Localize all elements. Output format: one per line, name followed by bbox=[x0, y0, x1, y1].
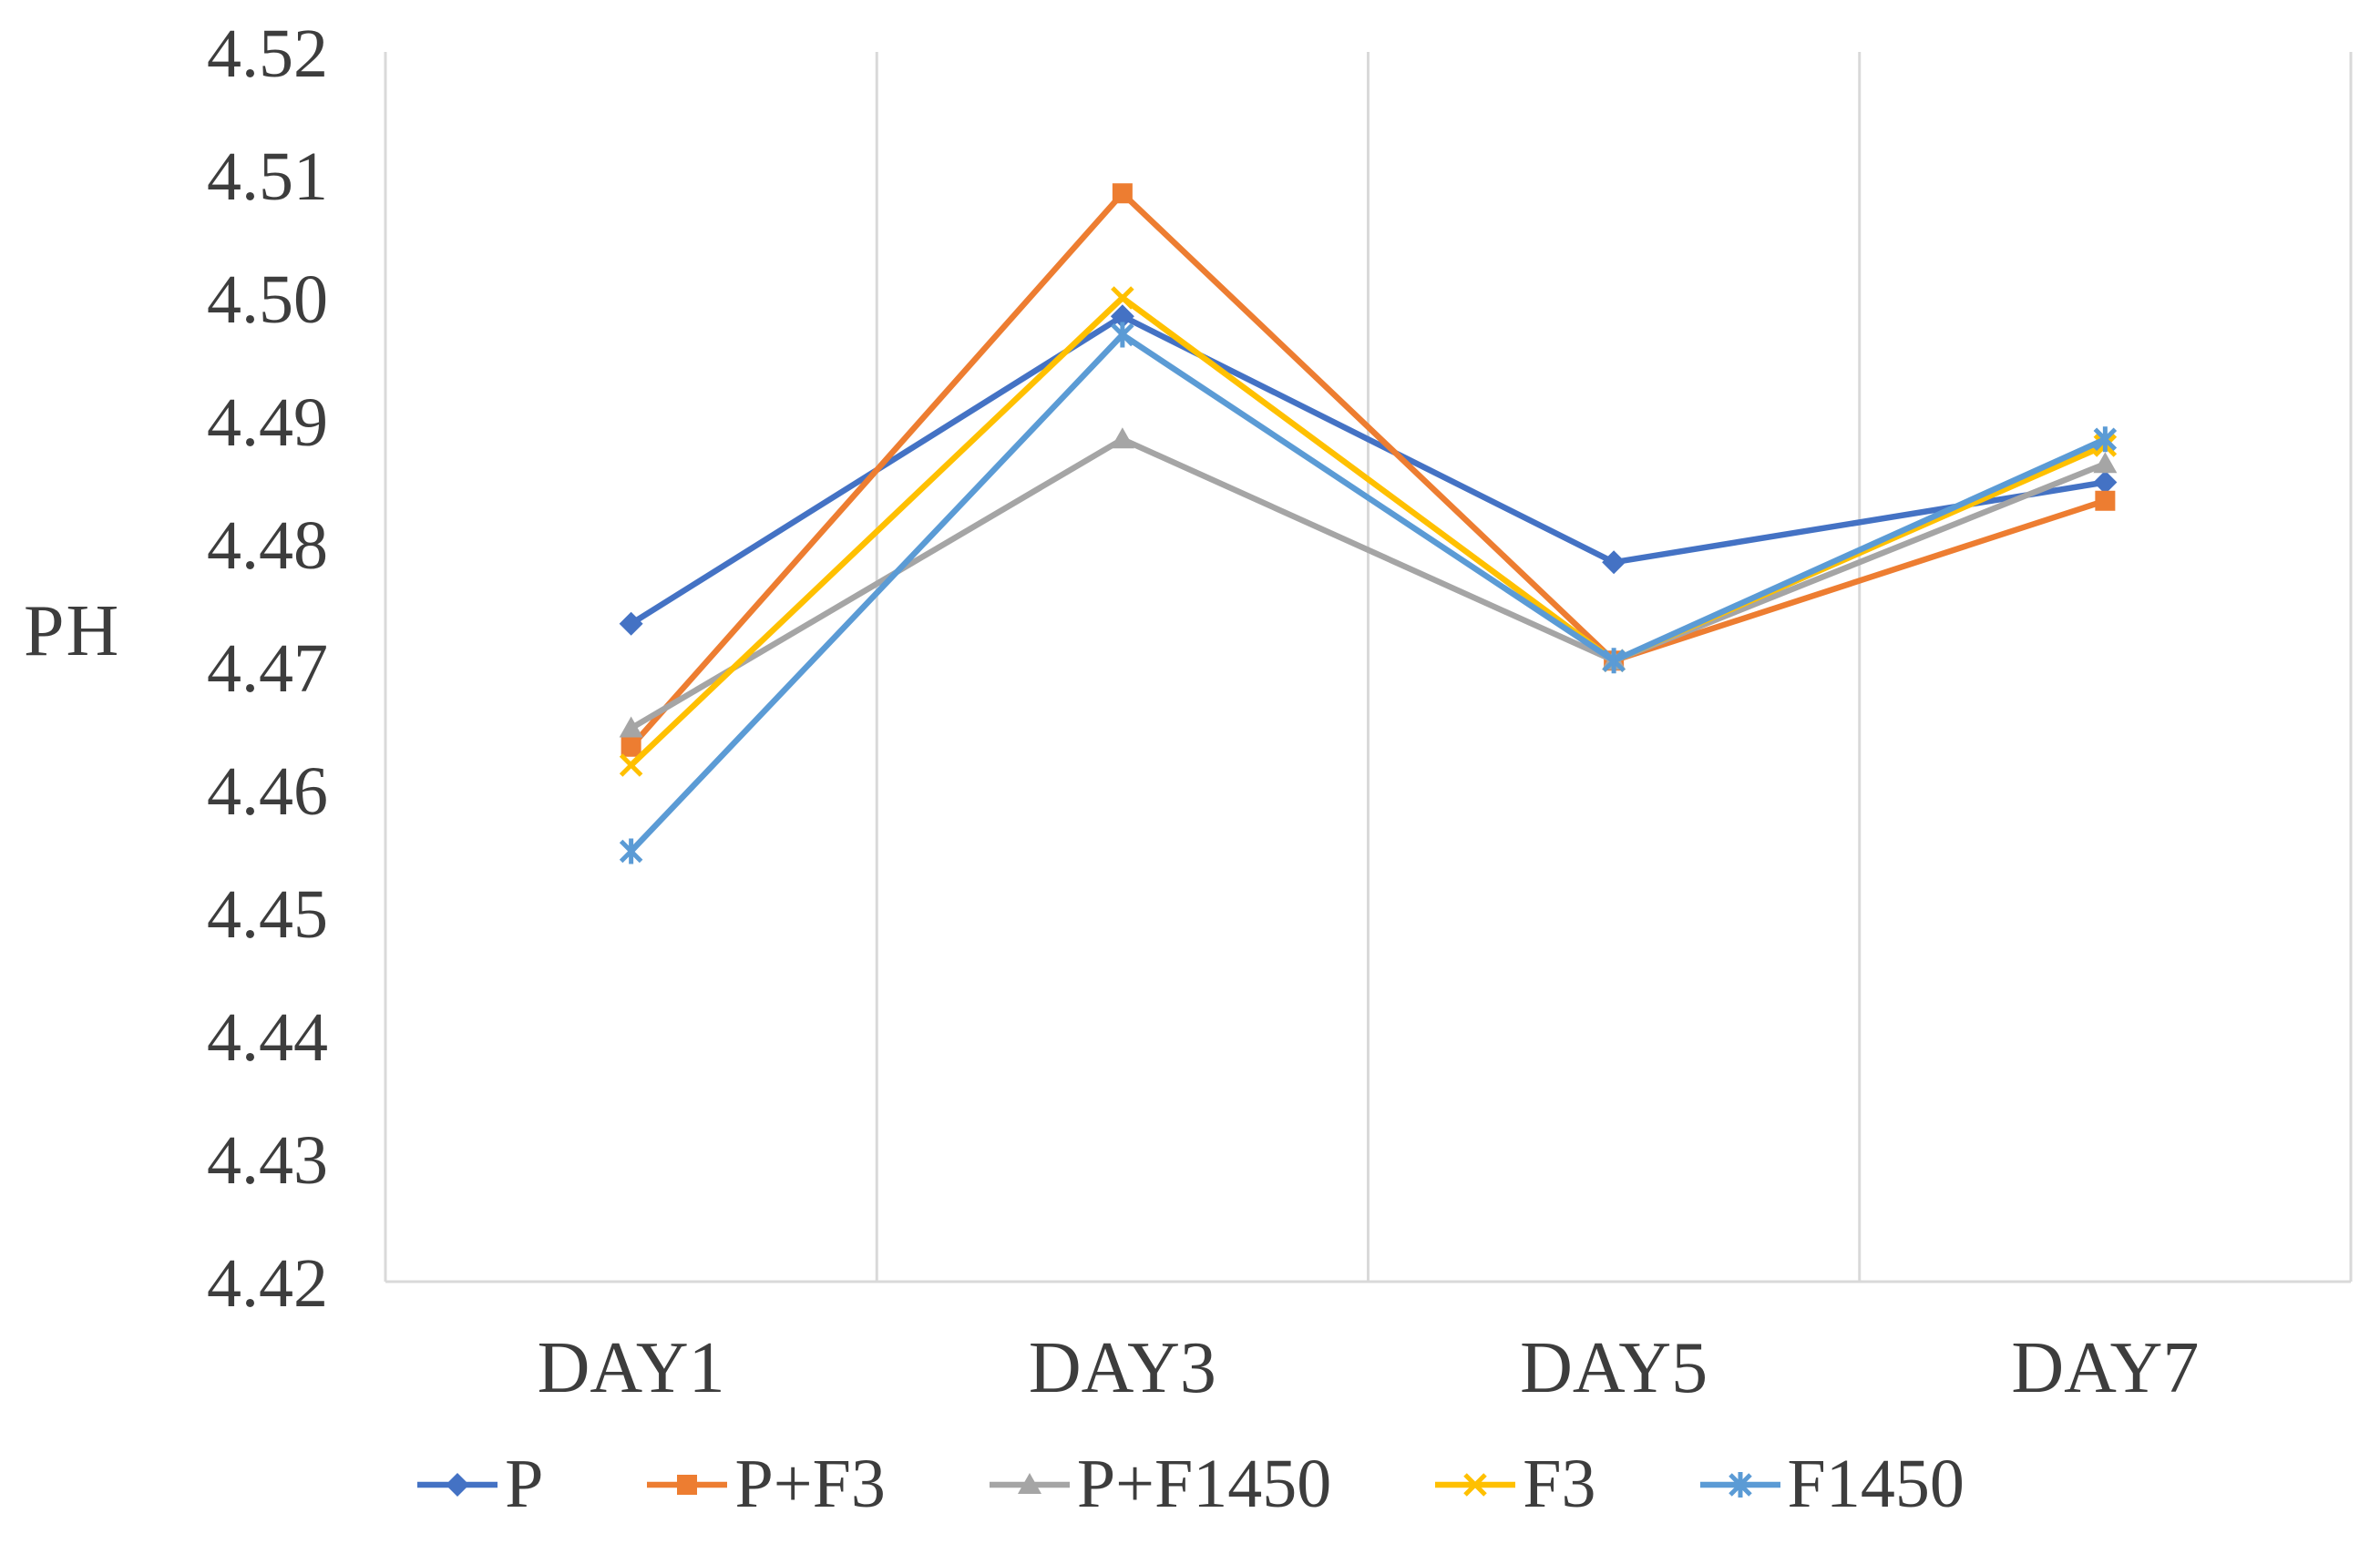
y-tick-label: 4.50 bbox=[207, 261, 328, 338]
x-category-label: DAY1 bbox=[538, 1328, 725, 1408]
legend-glyph bbox=[417, 1472, 498, 1497]
x-category-label: DAY7 bbox=[2011, 1328, 2199, 1408]
y-tick-label: 4.51 bbox=[207, 138, 328, 215]
square-marker bbox=[2095, 490, 2116, 511]
y-tick-label: 4.52 bbox=[207, 15, 328, 92]
legend-label: F1450 bbox=[1787, 1446, 1965, 1522]
diamond-marker bbox=[2093, 470, 2118, 495]
asterisk-marker bbox=[2093, 426, 2118, 453]
legend-label: F3 bbox=[1523, 1446, 1596, 1522]
asterisk-marker bbox=[1602, 648, 1626, 674]
asterisk-marker bbox=[1111, 322, 1134, 348]
triangle-marker bbox=[619, 716, 643, 738]
x-marker bbox=[1463, 1472, 1488, 1497]
x-marker bbox=[1111, 286, 1134, 310]
x-category-label: DAY3 bbox=[1029, 1328, 1216, 1408]
legend-item-F3: F3 bbox=[1433, 1445, 1596, 1524]
legend-label: P+F1450 bbox=[1076, 1446, 1332, 1522]
diamond-marker bbox=[446, 1472, 470, 1497]
legend-label: P+F3 bbox=[734, 1446, 886, 1522]
x-marker bbox=[619, 753, 643, 777]
legend-glyph bbox=[1699, 1471, 1780, 1498]
y-tick-label: 4.47 bbox=[207, 630, 328, 707]
y-tick-label: 4.44 bbox=[207, 999, 328, 1076]
diamond-marker bbox=[619, 611, 643, 636]
square-marker bbox=[1112, 183, 1133, 204]
diamond-marker bbox=[1602, 550, 1626, 575]
y-tick-label: 4.49 bbox=[207, 384, 328, 461]
x-category-label: DAY5 bbox=[1520, 1328, 1708, 1408]
asterisk-marker bbox=[619, 838, 643, 864]
y-axis-title: PH bbox=[24, 591, 121, 671]
y-tick-label: 4.43 bbox=[207, 1122, 328, 1199]
y-tick-label: 4.42 bbox=[207, 1245, 328, 1322]
series-line-F1450 bbox=[628, 331, 2108, 854]
triangle-marker bbox=[1110, 427, 1134, 449]
square-marker bbox=[621, 736, 641, 757]
series-line-P+F1450 bbox=[628, 435, 2108, 731]
asterisk-marker bbox=[1728, 1471, 1752, 1498]
diamond-marker bbox=[1110, 304, 1134, 329]
triangle-marker bbox=[1017, 1472, 1041, 1494]
y-tick-label: 4.46 bbox=[207, 753, 328, 830]
square-marker bbox=[677, 1474, 698, 1495]
legend-glyph bbox=[1435, 1472, 1516, 1497]
y-tick-label: 4.48 bbox=[207, 507, 328, 584]
legend-item-F1450: F1450 bbox=[1698, 1445, 1965, 1524]
legend-item-P+F3: P+F3 bbox=[645, 1445, 886, 1524]
triangle-marker bbox=[2093, 452, 2118, 474]
legend-item-P+F1450: P+F1450 bbox=[988, 1445, 1331, 1524]
legend-glyph bbox=[647, 1474, 728, 1495]
y-tick-label: 4.45 bbox=[207, 876, 328, 953]
chart-legend: P P+F3 P+F1450 F3 F1450 bbox=[0, 1445, 2380, 1524]
legend-glyph bbox=[989, 1472, 1070, 1494]
legend-label: P bbox=[505, 1446, 544, 1522]
legend-item-P: P bbox=[415, 1445, 543, 1524]
series-line-P+F3 bbox=[628, 189, 2108, 750]
